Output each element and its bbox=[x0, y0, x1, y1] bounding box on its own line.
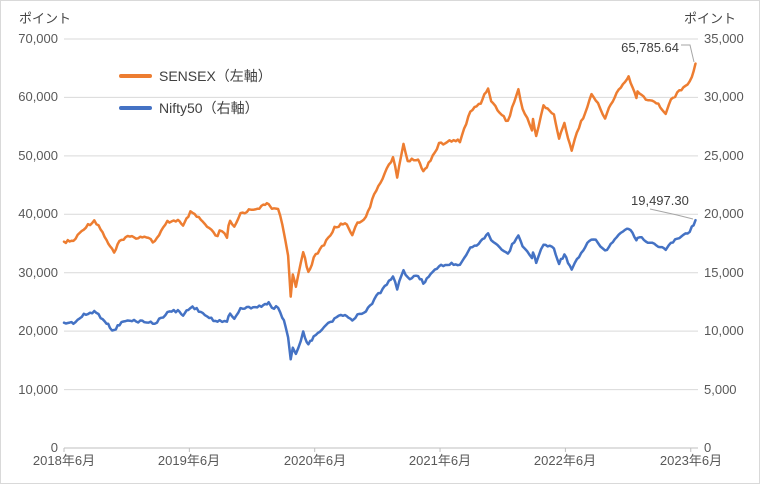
sensex-legend-label: SENSEX（左軸） bbox=[159, 68, 272, 84]
right-axis-tick-label: 0 bbox=[704, 440, 712, 455]
x-axis-tick-label: 2020年6月 bbox=[283, 453, 347, 468]
x-axis-tick-label: 2019年6月 bbox=[157, 453, 221, 468]
nifty50-legend-label: Nifty50（右軸） bbox=[159, 100, 259, 116]
right-axis-tick-label: 25,000 bbox=[704, 148, 744, 163]
legend-item-nifty50: Nifty50（右軸） bbox=[119, 99, 259, 117]
left-axis-tick-label: 50,000 bbox=[18, 148, 58, 163]
nifty50-end-value-label: 19,497.30 bbox=[631, 193, 689, 208]
sensex-end-value-label: 65,785.64 bbox=[621, 40, 679, 55]
x-axis-tick-label: 2022年6月 bbox=[533, 453, 597, 468]
sensex-legend-line-icon bbox=[119, 74, 152, 78]
left-axis-tick-label: 10,000 bbox=[18, 382, 58, 397]
left-axis-tick-label: 40,000 bbox=[18, 206, 58, 221]
left-axis-tick-label: 60,000 bbox=[18, 89, 58, 104]
right-axis-tick-label: 10,000 bbox=[704, 323, 744, 338]
left-axis-tick-label: 0 bbox=[50, 440, 58, 455]
nifty50-leader-line bbox=[649, 208, 694, 220]
nifty50-series-line bbox=[62, 218, 697, 361]
left-axis-tick-label: 20,000 bbox=[18, 323, 58, 338]
left-axis-title: ポイント bbox=[19, 11, 72, 26]
nifty50-legend-line-icon bbox=[119, 106, 152, 110]
legend-item-sensex: SENSEX（左軸） bbox=[119, 67, 272, 85]
x-axis-tick-label: 2023年6月 bbox=[659, 453, 723, 468]
right-axis-tick-label: 35,000 bbox=[704, 31, 744, 46]
right-axis-tick-label: 30,000 bbox=[704, 89, 744, 104]
right-axis-tick-label: 20,000 bbox=[704, 206, 744, 221]
right-axis-title: ポイント bbox=[683, 11, 736, 26]
sensex-leader-line bbox=[681, 44, 695, 63]
x-axis-tick-label: 2021年6月 bbox=[408, 453, 472, 468]
left-axis-tick-label: 30,000 bbox=[18, 265, 58, 280]
right-axis-tick-label: 5,000 bbox=[704, 382, 737, 397]
right-axis-tick-label: 15,000 bbox=[704, 265, 744, 280]
sensex-series-line bbox=[62, 62, 697, 298]
x-axis-tick-label: 2018年6月 bbox=[32, 453, 96, 468]
left-axis-tick-label: 70,000 bbox=[18, 31, 58, 46]
